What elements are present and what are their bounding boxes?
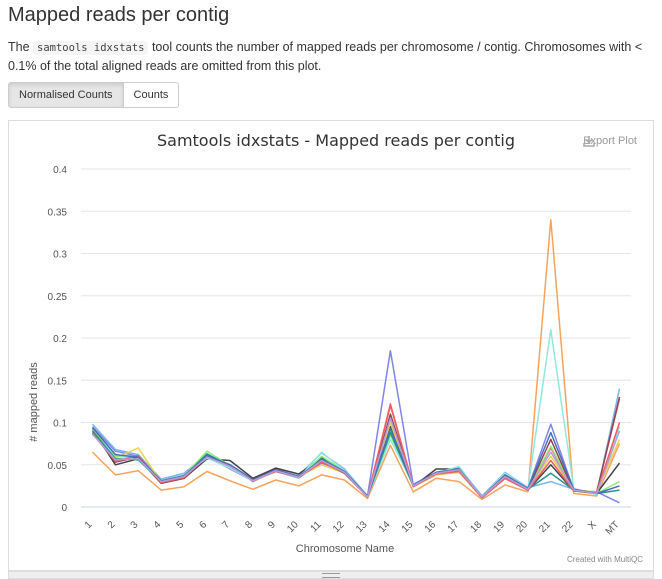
series-line[interactable] bbox=[91, 417, 621, 498]
x-tick-label: 4 bbox=[152, 519, 164, 531]
x-tick-label: 20 bbox=[514, 519, 530, 535]
desc-text-pre: The bbox=[8, 40, 34, 54]
x-tick-label: 16 bbox=[423, 519, 439, 535]
y-tick-label: 0.35 bbox=[48, 207, 68, 218]
data-type-toggle: Normalised Counts Counts bbox=[8, 82, 180, 108]
x-tick-label: 5 bbox=[175, 519, 187, 531]
export-plot-button[interactable]: Export Plot bbox=[583, 135, 637, 147]
grip-icon bbox=[322, 572, 340, 578]
y-axis-label: # mapped reads bbox=[28, 362, 40, 442]
x-tick-label: 14 bbox=[377, 519, 393, 535]
series-line[interactable] bbox=[91, 421, 621, 499]
desc-text-post: tool counts the number of mapped reads p… bbox=[8, 40, 643, 73]
x-tick-label: 1 bbox=[83, 519, 95, 531]
x-tick-label: 10 bbox=[285, 519, 301, 535]
normalised-counts-button[interactable]: Normalised Counts bbox=[8, 82, 124, 108]
x-tick-label: 2 bbox=[106, 519, 118, 531]
y-axis-ticks: 0 0.05 0.1 0.15 0.2 0.25 0.3 0.35 0.4 bbox=[48, 165, 68, 514]
line-chart[interactable]: Samtools idxstats - Mapped reads per con… bbox=[9, 121, 653, 570]
counts-button[interactable]: Counts bbox=[123, 82, 180, 108]
series-lines bbox=[91, 218, 621, 504]
x-tick-label: X bbox=[586, 519, 599, 532]
x-tick-label: 15 bbox=[400, 519, 416, 535]
x-tick-label: 22 bbox=[560, 519, 576, 535]
x-tick-label: 11 bbox=[309, 519, 324, 534]
section-title: Mapped reads per contig bbox=[8, 4, 230, 26]
x-tick-label: 9 bbox=[266, 519, 278, 531]
x-tick-label: 19 bbox=[491, 519, 507, 535]
y-tick-label: 0.15 bbox=[48, 376, 68, 387]
y-tick-label: 0.25 bbox=[48, 292, 68, 303]
section-description: The samtools idxstats tool counts the nu… bbox=[8, 38, 656, 75]
download-icon bbox=[583, 136, 595, 147]
x-tick-label: 17 bbox=[446, 519, 462, 535]
export-plot-label: Export Plot bbox=[583, 135, 637, 147]
tool-name-code: samtools idxstats bbox=[33, 41, 149, 55]
y-tick-label: 0.05 bbox=[48, 461, 68, 472]
plot-resize-handle[interactable] bbox=[8, 571, 654, 579]
plot-container: Samtools idxstats - Mapped reads per con… bbox=[8, 120, 654, 571]
x-tick-label: 13 bbox=[354, 519, 370, 535]
x-tick-label: 6 bbox=[197, 519, 209, 531]
y-tick-label: 0.3 bbox=[53, 250, 67, 261]
x-tick-label: 8 bbox=[243, 519, 255, 531]
chart-title: Samtools idxstats - Mapped reads per con… bbox=[157, 131, 515, 150]
x-tick-label: 18 bbox=[469, 519, 485, 535]
x-tick-label: 7 bbox=[220, 519, 232, 531]
y-tick-label: 0.2 bbox=[53, 334, 67, 345]
x-tick-label: 12 bbox=[331, 519, 347, 535]
x-tick-label: MT bbox=[604, 519, 622, 537]
y-tick-label: 0.4 bbox=[53, 165, 67, 176]
x-axis-ticks: 1 2 3 4 5 6 7 8 9 10 11 12 13 14 15 16 17 18 19 20 21 22 X MT bbox=[83, 519, 622, 537]
y-tick-label: 0 bbox=[61, 503, 67, 514]
x-axis-label: Chromosome Name bbox=[296, 543, 394, 555]
series-line[interactable] bbox=[91, 218, 621, 501]
x-tick-label: 21 bbox=[537, 519, 553, 535]
multiqc-credit: Created with MultiQC bbox=[566, 555, 643, 564]
y-tick-label: 0.1 bbox=[53, 419, 67, 430]
x-tick-label: 3 bbox=[129, 519, 141, 531]
